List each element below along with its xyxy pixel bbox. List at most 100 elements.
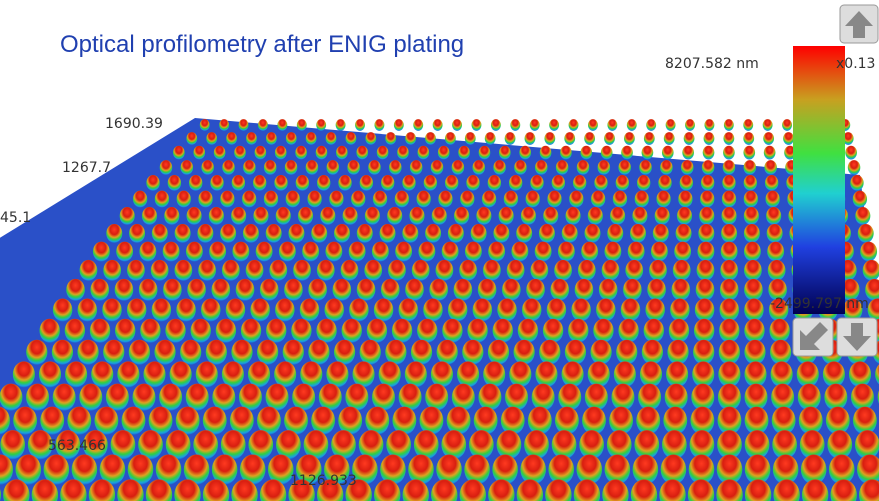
bump <box>511 242 528 262</box>
bump <box>497 430 522 459</box>
bump <box>720 298 739 321</box>
bump <box>193 146 205 160</box>
up-button[interactable] <box>840 5 878 43</box>
bump <box>442 319 462 343</box>
bump <box>405 279 424 301</box>
reset-button[interactable] <box>793 318 833 356</box>
bump <box>797 361 819 387</box>
bump <box>767 242 784 262</box>
bump <box>189 175 202 191</box>
bump <box>532 384 555 411</box>
bump <box>667 340 688 365</box>
bump <box>347 160 360 175</box>
bump <box>528 407 552 435</box>
bump <box>604 242 621 262</box>
bump <box>425 132 436 145</box>
bump <box>336 119 346 131</box>
bump <box>644 319 664 343</box>
bump <box>170 361 192 387</box>
bump <box>66 279 85 301</box>
bump <box>246 260 264 281</box>
bump <box>260 279 279 301</box>
bump <box>220 191 234 208</box>
down-button[interactable] <box>837 318 877 356</box>
bump <box>395 242 412 262</box>
bump <box>518 319 538 343</box>
bump <box>201 160 214 175</box>
bump <box>442 242 459 262</box>
bump <box>539 340 560 365</box>
bump <box>769 319 789 343</box>
axis-label: 1690.39 <box>105 116 163 132</box>
bump <box>336 146 348 160</box>
bump <box>374 119 384 131</box>
bump <box>744 298 763 321</box>
bump <box>543 319 563 343</box>
bump <box>418 146 430 160</box>
bump <box>601 146 613 160</box>
bump <box>610 207 625 225</box>
bump <box>519 146 531 160</box>
bump <box>651 242 668 262</box>
bump <box>142 207 157 225</box>
bump <box>94 407 118 435</box>
bump <box>771 361 793 387</box>
bump <box>0 384 22 411</box>
bump <box>823 361 845 387</box>
bump <box>349 298 368 321</box>
bump <box>307 191 321 208</box>
bump <box>283 340 304 365</box>
bump <box>187 279 206 301</box>
bump <box>483 260 501 281</box>
bump <box>478 384 501 411</box>
bump <box>411 340 432 365</box>
bump <box>550 279 569 301</box>
bump <box>588 361 610 387</box>
bump <box>723 160 736 175</box>
bump <box>721 224 737 243</box>
bump <box>368 160 381 175</box>
bump <box>355 119 365 131</box>
color-bar <box>793 46 845 314</box>
bump <box>466 175 479 191</box>
bump <box>598 160 611 175</box>
bump <box>380 224 396 243</box>
bump <box>219 119 229 131</box>
bump <box>612 384 635 411</box>
bump <box>693 340 714 365</box>
bump <box>343 207 358 225</box>
bump <box>365 207 380 225</box>
bump <box>176 298 195 321</box>
bump <box>618 319 638 343</box>
bump <box>704 119 714 131</box>
bump <box>744 207 759 225</box>
bump <box>326 132 337 145</box>
bump <box>562 361 584 387</box>
bump <box>674 242 691 262</box>
axis-label: 1126.933 <box>290 473 357 489</box>
bump <box>766 191 780 208</box>
bump <box>476 207 491 225</box>
bump <box>175 224 191 243</box>
bump <box>253 175 266 191</box>
bump <box>509 175 522 191</box>
bump <box>472 119 482 131</box>
scale-min: -2499.797 nm <box>770 296 869 312</box>
bump <box>724 119 734 131</box>
bump <box>547 191 561 208</box>
bump <box>334 224 350 243</box>
bump <box>568 319 588 343</box>
bump <box>530 175 543 191</box>
bump <box>491 119 501 131</box>
bump <box>231 207 246 225</box>
bump <box>13 407 37 435</box>
bump <box>505 384 528 411</box>
bump <box>694 319 714 343</box>
bump <box>394 119 404 131</box>
bump <box>155 191 169 208</box>
bump <box>692 361 714 387</box>
bump <box>431 160 444 175</box>
bump <box>516 224 532 243</box>
bump <box>467 319 487 343</box>
bump <box>197 224 213 243</box>
